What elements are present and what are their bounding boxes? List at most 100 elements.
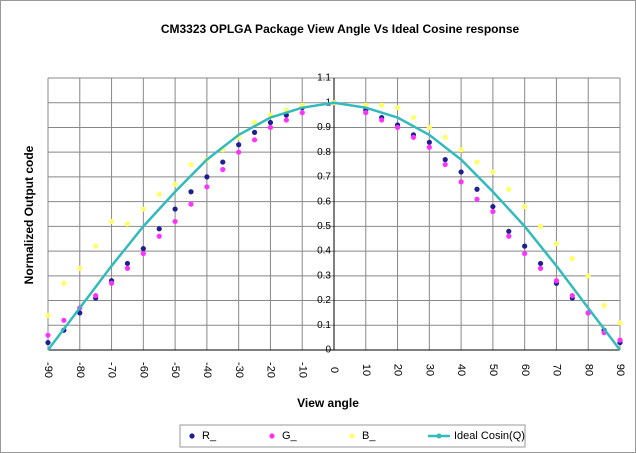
x-tick-label: 30	[423, 364, 435, 376]
data-point	[569, 255, 575, 262]
x-axis-label: View angle	[297, 396, 359, 410]
data-point	[108, 218, 115, 225]
data-point	[124, 265, 131, 271]
data-point	[617, 337, 623, 343]
x-tick-label: 0	[328, 367, 340, 373]
data-point	[140, 246, 146, 252]
x-tick-label: -70	[106, 362, 118, 378]
data-point	[601, 302, 607, 309]
data-point	[537, 260, 544, 267]
data-point	[379, 117, 385, 123]
data-point	[426, 139, 432, 145]
y-tick-label: 0.5	[317, 221, 331, 232]
data-point	[140, 206, 146, 212]
data-point	[553, 241, 560, 247]
data-point	[474, 186, 480, 192]
legend-label: Ideal Cosin(Q)	[454, 430, 525, 442]
data-point	[267, 124, 274, 131]
data-point	[236, 142, 242, 148]
data-point	[474, 196, 480, 202]
data-point	[45, 312, 51, 318]
y-tick-label: 0.1	[317, 320, 331, 331]
data-point	[410, 114, 417, 121]
x-tick-label: -10	[296, 362, 308, 378]
data-point	[61, 280, 67, 286]
data-point	[522, 243, 528, 249]
data-point	[156, 226, 162, 232]
legend-label: B_	[362, 430, 376, 442]
data-point	[77, 265, 83, 271]
data-point	[394, 105, 401, 111]
legend-swatch	[349, 433, 355, 439]
y-axis-label: Normalized Output code	[22, 145, 36, 284]
data-point	[458, 147, 464, 153]
data-point	[553, 278, 560, 284]
data-point	[490, 208, 496, 215]
data-point	[506, 233, 512, 239]
data-point	[458, 179, 464, 185]
data-point	[394, 124, 401, 131]
data-point	[585, 273, 591, 279]
legend-swatch	[189, 433, 195, 439]
data-point	[172, 218, 178, 225]
y-tick-label: 0.4	[317, 246, 331, 257]
data-point	[458, 169, 464, 175]
data-point	[220, 166, 226, 173]
y-tick-label: 0.3	[317, 270, 331, 281]
data-point	[236, 149, 242, 155]
legend-label: R_	[202, 430, 217, 442]
x-tick-label: 80	[582, 364, 594, 376]
data-point	[267, 119, 274, 126]
data-point	[156, 191, 162, 197]
x-tick-label: -80	[74, 362, 86, 378]
data-point	[426, 144, 432, 150]
data-point	[61, 317, 67, 323]
data-point	[204, 174, 210, 180]
data-point	[410, 134, 417, 140]
x-tick-label: 40	[455, 364, 467, 376]
series-line	[47, 101, 621, 351]
data-point	[45, 339, 51, 346]
data-point	[442, 134, 448, 140]
data-point	[220, 159, 226, 165]
x-tick-label: 60	[519, 364, 531, 376]
data-point	[124, 221, 131, 227]
data-point	[474, 159, 480, 165]
data-point	[156, 233, 162, 239]
legend-swatch	[436, 433, 442, 439]
data-point	[188, 201, 194, 207]
x-tick-label: -20	[265, 362, 277, 378]
x-tick-label: -90	[42, 362, 54, 378]
data-point	[522, 250, 528, 257]
data-point	[426, 124, 432, 131]
x-tick-label: 90	[614, 364, 626, 376]
legend-swatch	[269, 433, 275, 439]
data-point	[251, 137, 258, 143]
data-point	[45, 332, 51, 338]
legend-label: G_	[282, 430, 298, 442]
data-point	[490, 169, 496, 175]
data-point	[188, 189, 194, 195]
y-tick-label: 0.8	[317, 147, 331, 158]
data-point	[363, 110, 369, 116]
data-point	[299, 110, 305, 116]
data-point	[140, 250, 146, 257]
data-point	[93, 293, 99, 299]
x-tick-label: 20	[392, 364, 404, 376]
data-point	[251, 119, 258, 126]
data-point	[93, 243, 99, 249]
data-point	[537, 265, 544, 271]
data-point	[522, 203, 528, 210]
x-tick-label: -60	[137, 362, 149, 378]
data-point	[490, 203, 496, 210]
data-point	[251, 129, 258, 135]
x-tick-label: 10	[360, 364, 372, 376]
data-point	[379, 102, 385, 108]
data-point	[506, 228, 512, 234]
x-tick-label: 50	[487, 364, 499, 376]
x-tick-label: -30	[233, 362, 245, 378]
data-point	[188, 161, 194, 168]
y-tick-label: 0.2	[317, 295, 331, 306]
y-tick-label: 0.7	[317, 172, 331, 183]
